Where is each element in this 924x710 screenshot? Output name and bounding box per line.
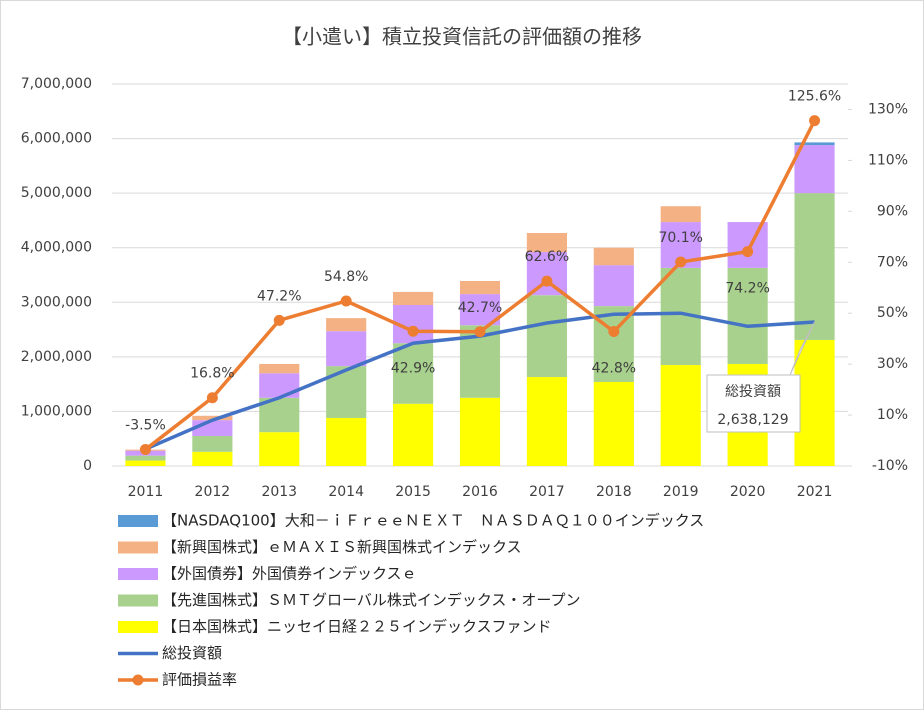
data-label: 54.8% bbox=[324, 269, 368, 285]
y2-tick-label: 50% bbox=[877, 305, 908, 321]
y-tick-label: 3,000,000 bbox=[21, 294, 92, 310]
legend-swatch bbox=[118, 541, 158, 554]
bar-segment bbox=[259, 363, 300, 374]
legend-swatch bbox=[118, 515, 158, 527]
bar-segment bbox=[125, 455, 166, 461]
legend-swatch bbox=[118, 621, 158, 633]
line-marker bbox=[675, 256, 687, 268]
y2-tick-label: 110% bbox=[868, 152, 908, 168]
y-tick-label: 2,000,000 bbox=[21, 349, 92, 365]
bar-segment bbox=[526, 232, 567, 253]
x-tick-label: 2018 bbox=[596, 484, 632, 500]
bar-segment bbox=[593, 265, 634, 307]
bar-segment bbox=[326, 318, 367, 332]
x-tick-label: 2013 bbox=[261, 484, 297, 500]
legend-label: 【日本国株式】ニッセイ日経２２５インデックスファンド bbox=[162, 618, 552, 636]
y-tick-label: 4,000,000 bbox=[21, 240, 92, 256]
line-marker bbox=[340, 295, 352, 307]
bar-segment bbox=[393, 403, 434, 466]
y2-tick-label: 70% bbox=[877, 254, 908, 270]
x-tick-label: 2016 bbox=[462, 484, 498, 500]
x-tick-label: 2014 bbox=[328, 484, 364, 500]
bar-segment bbox=[459, 281, 501, 295]
bar-segment bbox=[794, 145, 835, 194]
legend-label: 【先進国株式】ＳＭＴグローバル株式インデックス・オープン bbox=[162, 591, 581, 609]
x-tick-label: 2015 bbox=[395, 484, 431, 500]
y2-tick-label: 130% bbox=[868, 101, 908, 117]
data-label: 70.1% bbox=[658, 230, 702, 246]
bar-segment bbox=[526, 252, 567, 296]
data-label: 125.6% bbox=[788, 89, 841, 105]
bar-segment bbox=[593, 247, 634, 266]
bar-segment bbox=[326, 331, 367, 367]
y2-tick-label: 10% bbox=[877, 407, 908, 423]
data-label: 74.2% bbox=[725, 281, 769, 297]
y2-tick-label: 30% bbox=[877, 356, 908, 372]
bar-segment bbox=[794, 193, 835, 340]
callout-name: 総投資額 bbox=[725, 384, 781, 400]
legend-swatch bbox=[118, 594, 158, 607]
bar-segment bbox=[259, 432, 300, 466]
legend-label: 評価損益率 bbox=[162, 671, 237, 689]
y-tick-label: 6,000,000 bbox=[21, 131, 92, 147]
bar-segment bbox=[192, 415, 233, 421]
line-marker bbox=[474, 326, 486, 338]
line-marker bbox=[608, 326, 620, 338]
y2-tick-label: -10% bbox=[872, 458, 908, 474]
data-label: 47.2% bbox=[257, 288, 301, 304]
bar-segment bbox=[727, 222, 768, 268]
line-marker bbox=[139, 443, 151, 455]
bar-segment bbox=[526, 377, 567, 466]
bar-segment bbox=[192, 451, 233, 466]
x-tick-label: 2021 bbox=[797, 484, 833, 500]
data-label: 16.8% bbox=[190, 366, 234, 382]
data-label: -3.5% bbox=[125, 417, 166, 433]
x-tick-label: 2011 bbox=[128, 484, 164, 500]
y-tick-label: 1,000,000 bbox=[21, 403, 92, 419]
line-marker bbox=[809, 115, 821, 127]
bar-segment bbox=[192, 435, 233, 452]
callout-cover bbox=[708, 376, 799, 431]
y-tick-label: 0 bbox=[83, 458, 92, 474]
x-tick-label: 2019 bbox=[663, 484, 699, 500]
data-label: 62.6% bbox=[525, 249, 569, 265]
y-tick-label: 7,000,000 bbox=[21, 76, 92, 92]
legend-swatch bbox=[118, 568, 158, 580]
y-tick-label: 5,000,000 bbox=[21, 185, 92, 201]
bar-segment bbox=[794, 339, 835, 466]
bar-segment bbox=[794, 142, 835, 146]
bar-segment bbox=[125, 460, 166, 466]
line-marker bbox=[273, 314, 285, 326]
legend-label: 【NASDAQ100】大和－ｉＦｒｅｅＮＥＸＴ ＮＡＳＤＡＱ１００インデックス bbox=[162, 512, 704, 530]
bar-segment bbox=[459, 397, 501, 466]
x-tick-label: 2012 bbox=[195, 484, 231, 500]
line-marker bbox=[742, 246, 754, 258]
x-tick-label: 2017 bbox=[529, 484, 565, 500]
bar-segment bbox=[660, 365, 701, 466]
legend: 【NASDAQ100】大和－ｉＦｒｅｅＮＥＸＴ ＮＡＳＤＡＱ１００インデックス【… bbox=[118, 512, 704, 689]
bar-segment bbox=[326, 417, 367, 466]
bar-segment bbox=[393, 343, 434, 404]
data-label: 42.8% bbox=[592, 361, 636, 377]
bar-segment bbox=[526, 295, 567, 378]
chart-title: 【小遣い】積立投資信託の評価額の推移 bbox=[282, 25, 642, 49]
legend-marker bbox=[132, 674, 144, 686]
callout-value: 2,638,129 bbox=[717, 412, 788, 428]
legend-label: 【新興国株式】ｅＭＡＸＩＳ新興国株式インデックス bbox=[162, 538, 522, 556]
legend-label: 【外国債券】外国債券インデックスｅ bbox=[162, 565, 417, 583]
bar-segment bbox=[727, 267, 768, 364]
bar-segment bbox=[593, 381, 634, 466]
legend-label: 総投資額 bbox=[162, 644, 222, 662]
line-marker bbox=[541, 275, 553, 287]
data-label: 42.9% bbox=[391, 360, 435, 376]
bar-segment bbox=[259, 373, 300, 398]
line-marker bbox=[407, 325, 419, 337]
line-marker bbox=[206, 392, 218, 404]
data-label: 42.7% bbox=[458, 300, 502, 316]
x-tick-label: 2020 bbox=[730, 484, 766, 500]
bar-segment bbox=[660, 206, 701, 223]
bar-segment bbox=[393, 291, 434, 306]
y2-tick-label: 90% bbox=[877, 203, 908, 219]
